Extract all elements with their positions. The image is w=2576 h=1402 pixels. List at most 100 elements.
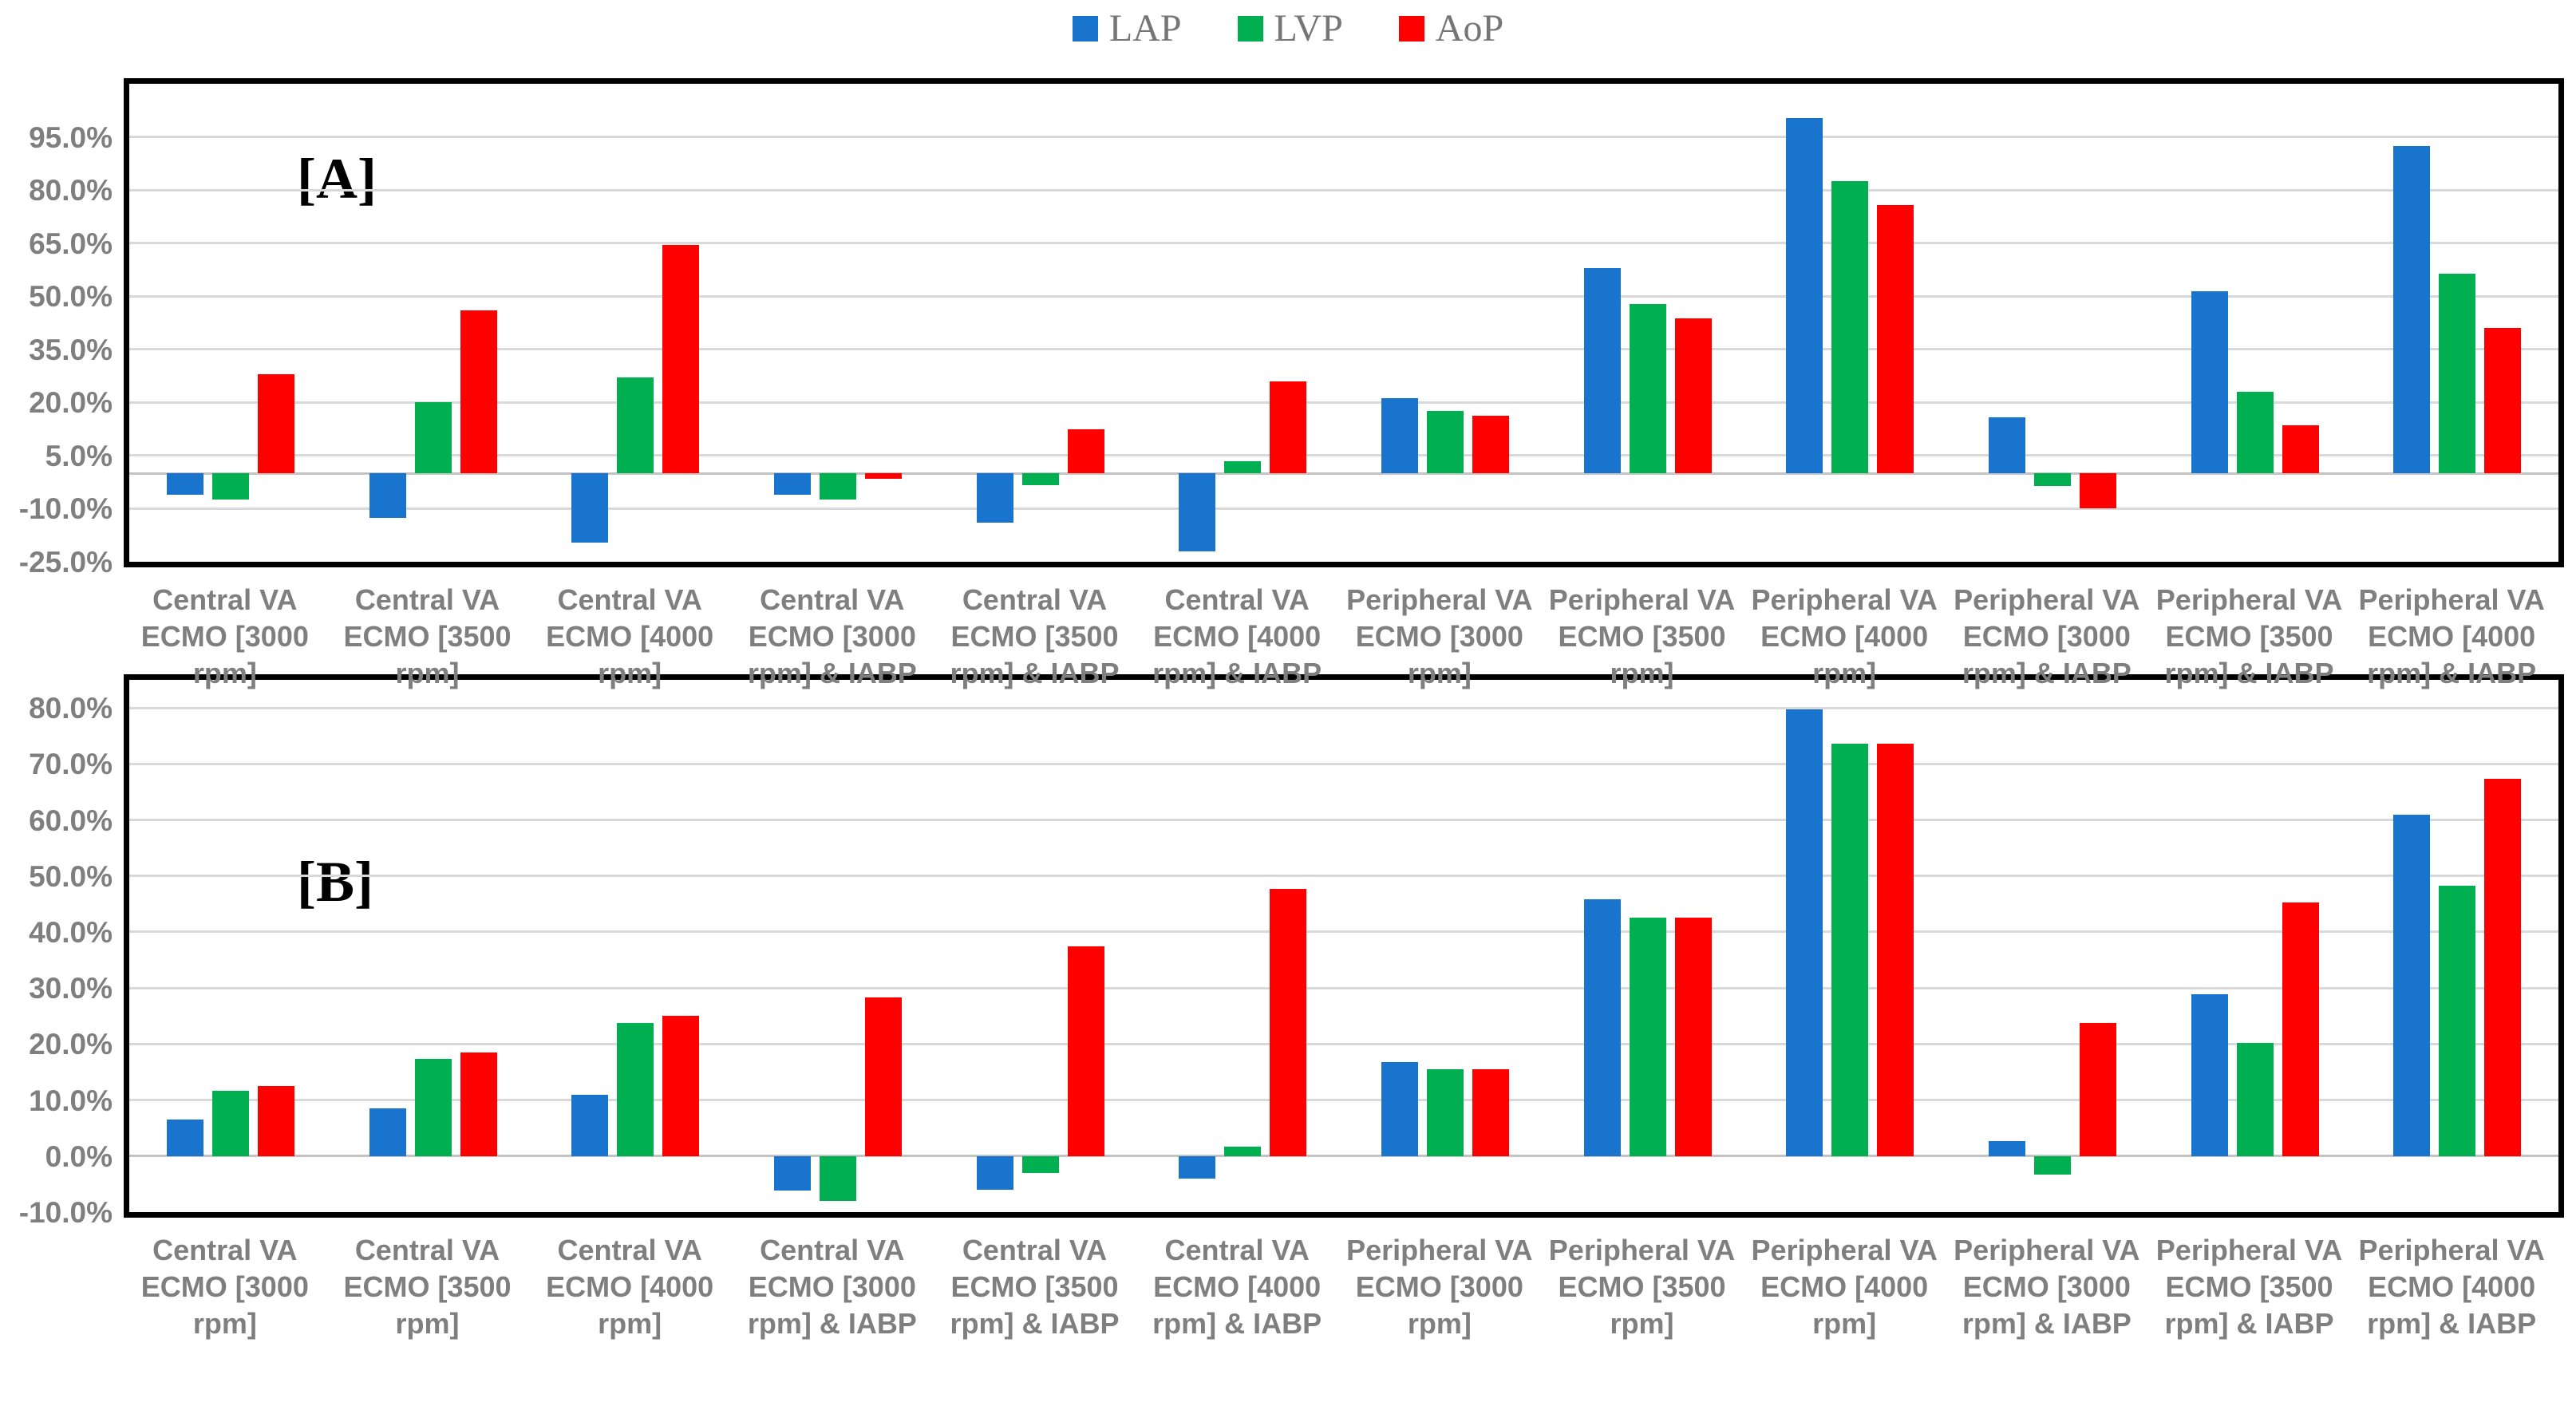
- x-axis-label-line: rpm] & IABP: [2164, 1307, 2334, 1341]
- x-axis-label-b: Central VA ECMO [3000 rpm]: [128, 1232, 322, 1342]
- bar-a-lvp-group4: [819, 473, 856, 500]
- x-axis-label-line: Central VA: [557, 583, 702, 616]
- bar-b-lap-group5: [976, 1155, 1013, 1190]
- x-axis-label-line: Peripheral VA: [2358, 1234, 2545, 1266]
- x-axis-label-line: Central VA: [557, 1234, 702, 1266]
- bar-b-lvp-group4: [819, 1155, 856, 1201]
- gridline-b: [129, 875, 2558, 878]
- gridline-a: [129, 507, 2558, 510]
- x-axis-label-line: ECMO [3500: [950, 620, 1119, 654]
- x-axis-label-a: Peripheral VA ECMO [4000 rpm]: [1747, 582, 1942, 692]
- legend-swatch-lap: [1072, 15, 1098, 41]
- x-axis-label-line: Central VA: [962, 583, 1108, 616]
- bar-b-lap-group12: [2393, 815, 2431, 1156]
- bar-b-aop-group12: [2484, 778, 2522, 1156]
- bar-a-lvp-group8: [1629, 304, 1666, 474]
- x-axis-label-line: Peripheral VA: [1954, 583, 2140, 616]
- panel-b-title: [B]: [297, 850, 373, 914]
- x-axis-label-line: ECMO [3500: [343, 1270, 512, 1304]
- x-axis-label-line: ECMO [3500: [1558, 620, 1726, 654]
- panel-b-plot: [B]: [124, 674, 2564, 1218]
- x-axis-label-a: Central VA ECMO [4000 rpm]: [532, 582, 727, 692]
- bar-a-lap-group7: [1381, 397, 1418, 474]
- x-axis-label-b: Peripheral VA ECMO [3000 rpm]: [1342, 1232, 1537, 1342]
- gridline-b: [129, 930, 2558, 934]
- bar-a-lap-group4: [773, 473, 811, 495]
- x-axis-label-line: rpm]: [598, 1307, 662, 1341]
- bar-b-aop-group2: [460, 1052, 497, 1156]
- x-axis-label-line: ECMO [4000: [1153, 1270, 1322, 1304]
- y-axis-tick-label-a: 50.0%: [29, 280, 113, 314]
- x-axis-label-line: ECMO [4000: [2368, 1270, 2536, 1304]
- y-axis-tick-label-b: 50.0%: [29, 859, 113, 893]
- legend: LAP LVP AoP: [0, 6, 2576, 50]
- bar-b-aop-group9: [1877, 744, 1914, 1156]
- x-axis-label-b: Peripheral VA ECMO [4000 rpm] & IABP: [2354, 1232, 2549, 1342]
- y-axis-tick-label-b: 70.0%: [29, 748, 113, 781]
- x-axis-label-line: rpm]: [1610, 657, 1674, 690]
- bar-b-lap-group3: [571, 1094, 609, 1156]
- bar-a-lvp-group1: [211, 473, 249, 500]
- bar-b-aop-group1: [257, 1086, 294, 1156]
- bar-b-lap-group9: [1786, 709, 1823, 1156]
- bar-b-lvp-group2: [414, 1058, 452, 1156]
- x-axis-label-line: Central VA: [152, 583, 298, 616]
- gridline-b: [129, 1099, 2558, 1102]
- y-axis-tick-label-a: 5.0%: [45, 439, 113, 472]
- y-axis-tick-label-a: -10.0%: [18, 492, 113, 526]
- bar-b-lap-group2: [369, 1108, 406, 1156]
- gridline-b: [129, 762, 2558, 765]
- x-axis-label-line: Central VA: [152, 1234, 298, 1266]
- x-axis-label-a: Central VA ECMO [3000 rpm]: [128, 582, 322, 692]
- x-axis-label-line: ECMO [3500: [2165, 620, 2333, 654]
- bar-a-lap-group1: [166, 473, 203, 495]
- x-axis-label-line: ECMO [3500: [343, 620, 512, 654]
- x-axis-label-line: rpm] & IABP: [950, 1307, 1120, 1341]
- bar-a-lap-group12: [2393, 145, 2431, 474]
- bar-b-lvp-group3: [617, 1023, 654, 1156]
- gridline-a: [129, 294, 2558, 298]
- x-axis-label-line: ECMO [3000: [1355, 620, 1523, 654]
- gridline-a: [129, 242, 2558, 245]
- bar-a-aop-group2: [460, 310, 497, 474]
- x-axis-label-line: ECMO [4000: [546, 620, 714, 654]
- gridline-a: [129, 136, 2558, 139]
- bar-b-lvp-group10: [2033, 1155, 2071, 1175]
- x-axis-label-line: rpm]: [1812, 657, 1877, 690]
- bar-b-aop-group5: [1067, 946, 1104, 1156]
- bar-a-lvp-group6: [1224, 460, 1262, 474]
- x-axis-label-line: Central VA: [760, 1234, 905, 1266]
- x-axis-label-line: rpm]: [192, 1307, 257, 1341]
- bar-a-lvp-group5: [1021, 473, 1059, 486]
- bar-a-lap-group5: [976, 473, 1013, 523]
- x-axis-label-a: Central VA ECMO [3000 rpm] & IABP: [735, 582, 930, 692]
- x-axis-label-a: Peripheral VA ECMO [3000 rpm] & IABP: [1950, 582, 2144, 692]
- legend-label: LAP: [1108, 7, 1182, 49]
- y-axis-tick-label-a: 95.0%: [29, 120, 113, 154]
- legend-item-aop: AoP: [1398, 6, 1503, 50]
- x-axis-label-line: Peripheral VA: [2155, 583, 2343, 616]
- x-axis-label-line: Peripheral VA: [1548, 583, 1736, 616]
- bar-b-aop-group10: [2079, 1022, 2116, 1156]
- x-axis-label-line: ECMO [3000: [1962, 620, 2131, 654]
- x-axis-label-line: ECMO [3000: [748, 620, 916, 654]
- legend-swatch-lvp: [1237, 15, 1263, 41]
- x-axis-label-line: rpm]: [395, 657, 460, 690]
- x-axis-label-b: Central VA ECMO [4000 rpm] & IABP: [1140, 1232, 1334, 1342]
- bar-a-lvp-group3: [617, 377, 654, 474]
- bar-b-lvp-group7: [1426, 1068, 1464, 1156]
- x-axis-label-a: Central VA ECMO [4000 rpm] & IABP: [1140, 582, 1334, 692]
- x-axis-label-line: Peripheral VA: [1751, 1234, 1938, 1266]
- bar-b-lap-group10: [1988, 1140, 2025, 1156]
- bar-a-aop-group8: [1674, 318, 1712, 474]
- x-axis-label-a: Peripheral VA ECMO [4000 rpm] & IABP: [2354, 582, 2549, 692]
- x-axis-label-b: Central VA ECMO [3000 rpm] & IABP: [735, 1232, 930, 1342]
- bar-b-lvp-group6: [1224, 1146, 1262, 1156]
- bar-b-lvp-group9: [1831, 744, 1869, 1156]
- gridline-a: [129, 348, 2558, 351]
- bar-b-lap-group4: [773, 1155, 811, 1191]
- x-axis-label-b: Central VA ECMO [3500 rpm] & IABP: [938, 1232, 1132, 1342]
- x-axis-label-line: Peripheral VA: [1954, 1234, 2140, 1266]
- x-axis-label-line: rpm] & IABP: [1962, 1307, 2132, 1341]
- bar-a-lap-group3: [571, 473, 609, 543]
